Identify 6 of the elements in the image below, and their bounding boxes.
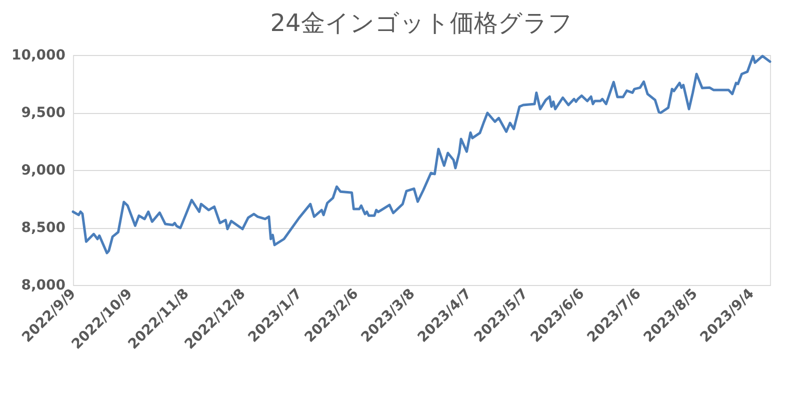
y-tick-label: 10,000 [11,48,66,64]
y-tick-label: 9,000 [21,162,66,178]
line-series [72,54,772,254]
chart-title: 24金インゴット価格グラフ [270,9,573,37]
y-tick-label: 9,500 [21,105,66,121]
y-tick-label: 8,500 [21,220,66,236]
